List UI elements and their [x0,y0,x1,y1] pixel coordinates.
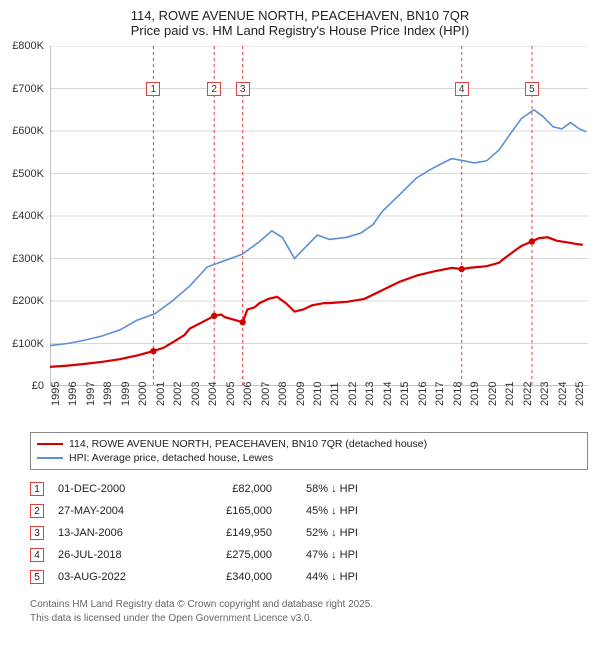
plot-svg [50,46,588,386]
y-tick-label: £700K [12,83,44,95]
legend-swatch [37,443,63,445]
legend-item: HPI: Average price, detached house, Lewe… [37,451,581,465]
transaction-badge: 4 [30,548,44,562]
marker-badge: 4 [455,82,469,96]
legend: 114, ROWE AVENUE NORTH, PEACEHAVEN, BN10… [30,432,588,470]
x-tick-label: 2022 [522,382,534,406]
x-tick-label: 2015 [399,382,411,406]
title-block: 114, ROWE AVENUE NORTH, PEACEHAVEN, BN10… [0,0,600,42]
transaction-badge: 3 [30,526,44,540]
marker-badge: 3 [236,82,250,96]
title-subtitle: Price paid vs. HM Land Registry's House … [10,23,590,38]
x-tick-label: 2020 [487,382,499,406]
x-tick-label: 1999 [120,382,132,406]
y-tick-label: £300K [12,253,44,265]
x-tick-label: 2019 [469,382,481,406]
x-tick-label: 2011 [329,382,341,406]
transaction-date: 13-JAN-2006 [58,527,168,539]
x-tick-label: 1997 [85,382,97,406]
transactions-table: 1 01-DEC-2000 £82,000 58% ↓ HPI 2 27-MAY-2004… [30,478,588,588]
x-tick-label: 2004 [207,382,219,406]
marker-badge: 5 [525,82,539,96]
transaction-badge: 2 [30,504,44,518]
x-tick-label: 2000 [137,382,149,406]
x-tick-label: 2007 [260,382,272,406]
transaction-row: 5 03-AUG-2022 £340,000 44% ↓ HPI [30,566,588,588]
transaction-price: £149,950 [182,527,272,539]
x-tick-label: 2005 [225,382,237,406]
x-tick-label: 2021 [504,382,516,406]
x-tick-label: 2014 [382,382,394,406]
x-tick-label: 2016 [417,382,429,406]
x-tick-label: 2006 [242,382,254,406]
transaction-diff: 52% ↓ HPI [286,527,588,539]
y-tick-label: £500K [12,168,44,180]
y-tick-label: £600K [12,125,44,137]
transaction-badge: 1 [30,482,44,496]
footer: Contains HM Land Registry data © Crown c… [30,598,588,625]
legend-swatch [37,457,63,459]
legend-item: 114, ROWE AVENUE NORTH, PEACEHAVEN, BN10… [37,437,581,451]
x-tick-label: 2018 [452,382,464,406]
x-tick-label: 2012 [347,382,359,406]
transaction-diff: 45% ↓ HPI [286,505,588,517]
x-tick-label: 2017 [434,382,446,406]
transaction-date: 01-DEC-2000 [58,483,168,495]
transaction-date: 26-JUL-2018 [58,549,168,561]
x-tick-label: 1995 [50,382,62,406]
x-tick-label: 2024 [557,382,569,406]
x-tick-label: 2025 [574,382,586,406]
x-tick-label: 2003 [190,382,202,406]
chart-container: 114, ROWE AVENUE NORTH, PEACEHAVEN, BN10… [0,0,600,650]
x-axis: 1995199619971998199920002001200220032004… [50,386,588,426]
x-tick-label: 1998 [102,382,114,406]
transaction-diff: 44% ↓ HPI [286,571,588,583]
x-tick-label: 2023 [539,382,551,406]
y-tick-label: £100K [12,338,44,350]
transaction-row: 3 13-JAN-2006 £149,950 52% ↓ HPI [30,522,588,544]
x-tick-label: 2013 [364,382,376,406]
x-tick-label: 2008 [277,382,289,406]
transaction-badge: 5 [30,570,44,584]
transaction-price: £82,000 [182,483,272,495]
footer-line2: This data is licensed under the Open Gov… [30,612,588,626]
y-tick-label: £200K [12,295,44,307]
legend-label: HPI: Average price, detached house, Lewe… [69,452,273,464]
transaction-date: 03-AUG-2022 [58,571,168,583]
x-tick-label: 2001 [155,382,167,406]
transaction-row: 2 27-MAY-2004 £165,000 45% ↓ HPI [30,500,588,522]
y-tick-label: £400K [12,210,44,222]
transaction-date: 27-MAY-2004 [58,505,168,517]
transaction-diff: 47% ↓ HPI [286,549,588,561]
y-tick-label: £800K [12,40,44,52]
footer-line1: Contains HM Land Registry data © Crown c… [30,598,588,612]
transaction-price: £275,000 [182,549,272,561]
transaction-row: 4 26-JUL-2018 £275,000 47% ↓ HPI [30,544,588,566]
x-tick-label: 2009 [295,382,307,406]
y-axis: £0£100K£200K£300K£400K£500K£600K£700K£80… [0,46,48,386]
transaction-diff: 58% ↓ HPI [286,483,588,495]
marker-badge: 2 [207,82,221,96]
x-tick-label: 2010 [312,382,324,406]
x-tick-label: 2002 [172,382,184,406]
chart-area: £0£100K£200K£300K£400K£500K£600K£700K£80… [50,46,588,426]
transaction-row: 1 01-DEC-2000 £82,000 58% ↓ HPI [30,478,588,500]
marker-badge: 1 [146,82,160,96]
x-tick-label: 1996 [67,382,79,406]
title-address: 114, ROWE AVENUE NORTH, PEACEHAVEN, BN10… [10,8,590,23]
transaction-price: £340,000 [182,571,272,583]
legend-label: 114, ROWE AVENUE NORTH, PEACEHAVEN, BN10… [69,438,427,450]
y-tick-label: £0 [32,380,44,392]
plot-area: 1 2 3 4 5 [50,46,588,386]
transaction-price: £165,000 [182,505,272,517]
